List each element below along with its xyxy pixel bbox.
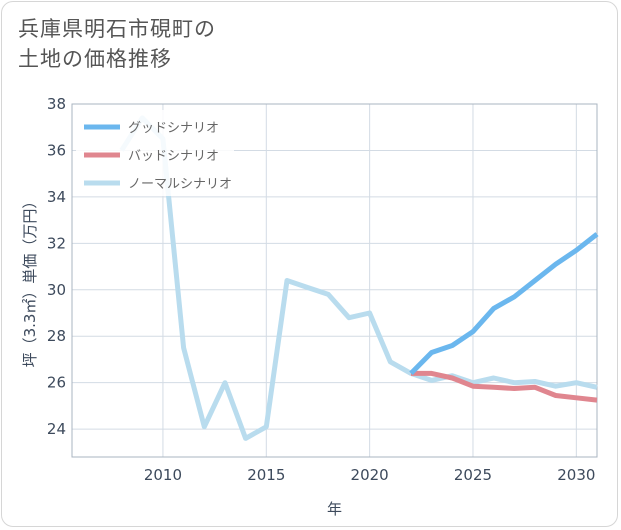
y-tick-label: 30 <box>47 281 66 299</box>
chart-title-line-2: 土地の価格推移 <box>18 47 172 71</box>
x-tick-label: 2025 <box>454 466 492 484</box>
tick-labels: 2010 2015 2020 2025 2030 24 26 28 30 32 34 36 38 <box>47 95 596 484</box>
series-layer <box>119 115 599 441</box>
legend-label-0: グッドシナリオ <box>128 121 219 136</box>
chart-title: 兵庫県明石市硯町の 土地の価格推移 <box>18 14 216 74</box>
y-tick-label: 38 <box>47 95 66 113</box>
series-line-1 <box>411 370 598 403</box>
y-tick-label: 34 <box>47 188 66 206</box>
x-axis-label: 年 <box>327 500 342 518</box>
series-line-2 <box>119 115 598 441</box>
x-tick-label: 2015 <box>247 466 285 484</box>
x-tick-label: 2010 <box>144 466 182 484</box>
y-tick-label: 24 <box>47 420 66 438</box>
legend-label-1: バッドシナリオ <box>128 149 219 164</box>
x-tick-label: 2030 <box>557 466 595 484</box>
y-tick-label: 26 <box>47 374 66 392</box>
y-tick-label: 32 <box>47 234 66 252</box>
chart-title-line-1: 兵庫県明石市硯町の <box>18 17 216 41</box>
x-tick-label: 2020 <box>351 466 389 484</box>
series-line-0 <box>409 232 599 376</box>
y-tick-label: 36 <box>47 141 66 159</box>
y-tick-label: 28 <box>47 327 66 345</box>
plot-frame <box>71 103 598 458</box>
legend-label-2: ノーマルシナリオ <box>128 177 232 192</box>
y-axis-label: 坪（3.3㎡）単価（万円） <box>21 194 39 368</box>
